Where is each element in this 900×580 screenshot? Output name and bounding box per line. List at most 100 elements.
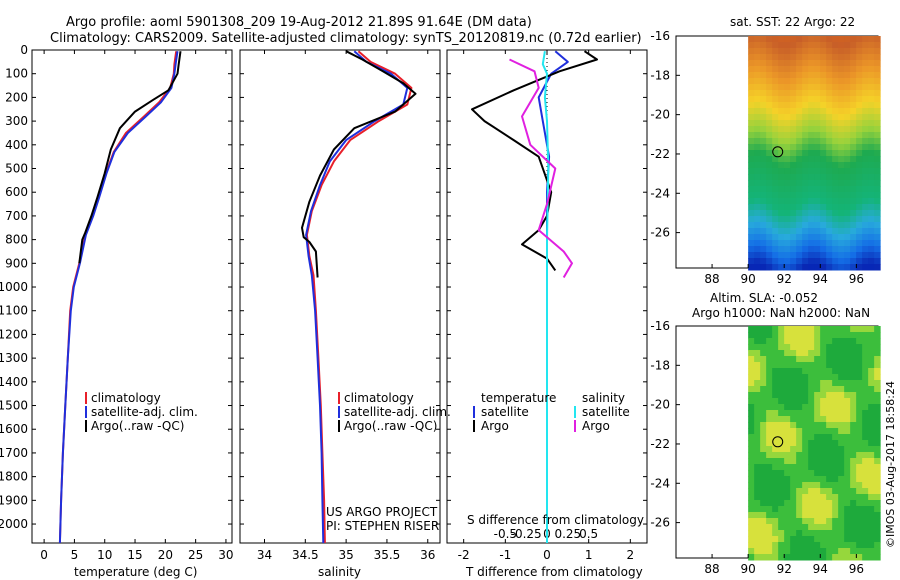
sst-cell	[796, 102, 803, 109]
sst-cell	[832, 72, 839, 79]
sst-cell	[832, 252, 839, 259]
sla-cell	[856, 518, 863, 525]
sla-cell	[814, 500, 821, 507]
sla-cell	[874, 488, 881, 495]
depth-tick-label: 800	[5, 233, 28, 247]
sst-cell	[862, 132, 869, 139]
sst-cell	[826, 258, 833, 265]
sst-cell	[808, 150, 815, 157]
sla-cell	[862, 476, 869, 483]
legend-label-t-argo: Argo	[481, 419, 509, 433]
sst-cell	[772, 198, 779, 205]
sst-cell	[826, 150, 833, 157]
sst-cell	[862, 150, 869, 157]
sla-cell	[820, 470, 827, 477]
sla-cell	[784, 386, 791, 393]
sla-cell	[796, 416, 803, 423]
sst-cell	[760, 180, 767, 187]
sla-cell	[808, 356, 815, 363]
sst-cell	[772, 36, 779, 43]
sst-cell	[796, 48, 803, 55]
sla-cell	[760, 404, 767, 411]
depth-tick-label: 1800	[0, 470, 28, 484]
sla-cell	[850, 440, 857, 447]
sla-cell	[844, 530, 851, 537]
sst-cell	[850, 102, 857, 109]
sst-xtick-label: 90	[741, 272, 756, 286]
sla-cell	[760, 536, 767, 543]
sst-cell	[760, 114, 767, 121]
sla-cell	[802, 488, 809, 495]
sla-cell	[808, 368, 815, 375]
sla-cell	[802, 458, 809, 465]
sst-cell	[778, 204, 785, 211]
sst-cell	[838, 192, 845, 199]
sla-cell	[856, 386, 863, 393]
sst-cell	[796, 156, 803, 163]
sla-cell	[784, 428, 791, 435]
sst-cell	[784, 156, 791, 163]
sla-cell	[868, 518, 875, 525]
sla-cell	[796, 368, 803, 375]
sst-cell	[844, 126, 851, 133]
sla-cell	[856, 476, 863, 483]
sst-cell	[778, 192, 785, 199]
sla-cell	[766, 518, 773, 525]
sst-cell	[778, 72, 785, 79]
sla-cell	[838, 542, 845, 549]
sst-cell	[814, 192, 821, 199]
sst-cell	[856, 108, 863, 115]
sst-cell	[766, 42, 773, 49]
sla-cell	[760, 524, 767, 531]
sla-cell	[748, 380, 755, 387]
sla-cell	[766, 542, 773, 549]
sst-cell	[850, 234, 857, 241]
sla-cell	[844, 482, 851, 489]
sst-cell	[838, 228, 845, 235]
sst-cell	[844, 108, 851, 115]
sla-cell	[862, 380, 869, 387]
sla-cell	[772, 446, 779, 453]
sla-cell	[844, 374, 851, 381]
sla-cell	[796, 338, 803, 345]
sst-cell	[796, 132, 803, 139]
sst-cell	[790, 156, 797, 163]
sla-cell	[790, 470, 797, 477]
sla-cell	[760, 362, 767, 369]
sla-cell	[754, 332, 761, 339]
sst-ytick-label: -16	[650, 29, 670, 43]
sst-cell	[850, 150, 857, 157]
sla-cell	[832, 380, 839, 387]
sst-cell	[856, 36, 863, 43]
sla-cell	[790, 338, 797, 345]
sla-cell	[760, 530, 767, 537]
sst-cell	[754, 120, 761, 127]
pi-note: PI: STEPHEN RISER	[326, 519, 439, 533]
sst-cell	[874, 192, 881, 199]
sla-cell	[850, 470, 857, 477]
sst-map: 88 90 92 94 96-16-18-20-22-24-26	[650, 29, 881, 286]
sst-cell	[748, 36, 755, 43]
sla-cell	[838, 422, 845, 429]
sst-cell	[820, 246, 827, 253]
sla-cell	[856, 428, 863, 435]
sla-cell	[790, 530, 797, 537]
sla-cell	[784, 530, 791, 537]
sst-cell	[808, 174, 815, 181]
sla-cell	[868, 338, 875, 345]
sst-cell	[832, 84, 839, 91]
sst-cell	[760, 240, 767, 247]
sst-cell	[802, 198, 809, 205]
sst-cell	[820, 264, 827, 271]
sst-cell	[820, 66, 827, 73]
sst-cell	[772, 156, 779, 163]
depth-tick-label: 1100	[0, 304, 28, 318]
sst-cell	[748, 156, 755, 163]
sst-cell	[826, 120, 833, 127]
sst-cell	[874, 168, 881, 175]
sst-cell	[838, 54, 845, 61]
sst-cell	[772, 102, 779, 109]
sla-cell	[844, 350, 851, 357]
sla-cell	[778, 536, 785, 543]
sst-cell	[796, 240, 803, 247]
